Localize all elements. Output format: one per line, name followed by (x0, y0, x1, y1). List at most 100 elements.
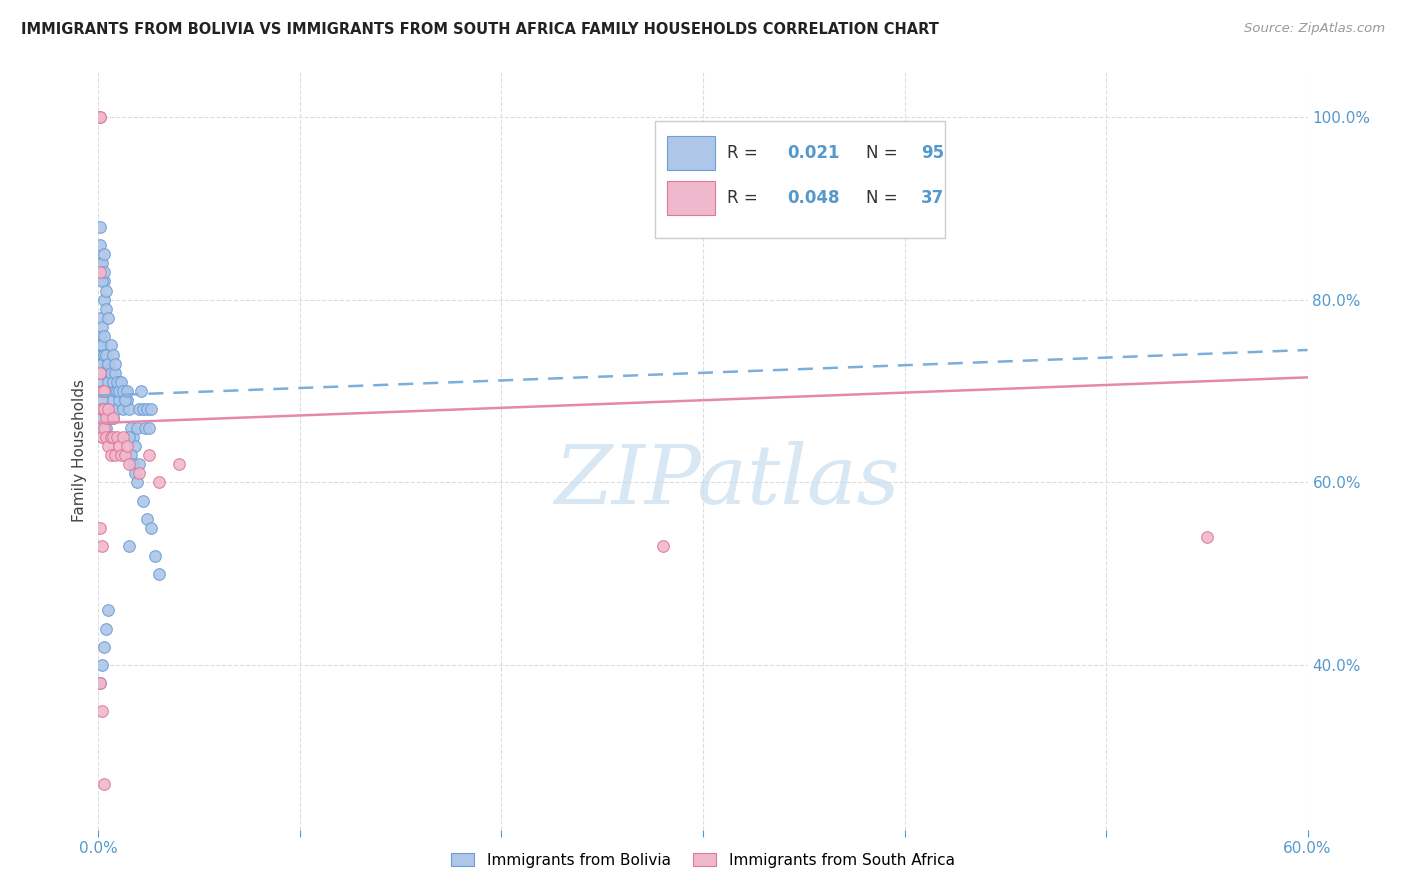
Point (93, 384, 115, 398)
Point (91, 384, 114, 398)
Point (100, 366, 122, 380)
Point (100, 430, 122, 444)
Point (89, 676, 111, 690)
Point (89, 366, 111, 380)
Point (93, 329, 115, 343)
Text: 37: 37 (921, 189, 943, 207)
Point (89, 366, 111, 380)
Point (118, 402, 141, 417)
Point (101, 393, 124, 408)
Point (91, 540, 114, 554)
Point (93, 402, 115, 417)
Point (93, 420, 115, 434)
Text: N =: N = (866, 144, 903, 161)
Point (138, 448, 160, 462)
Point (91, 256, 114, 270)
Point (93, 275, 115, 289)
Point (105, 384, 128, 398)
Point (93, 384, 115, 398)
Point (129, 384, 152, 398)
FancyBboxPatch shape (655, 120, 945, 238)
Point (93, 640, 115, 654)
Text: 95: 95 (921, 144, 943, 161)
Point (121, 457, 143, 471)
Point (100, 402, 122, 417)
Point (93, 347, 115, 361)
Point (96, 366, 118, 380)
Point (97, 439, 120, 453)
Point (143, 549, 166, 563)
FancyBboxPatch shape (666, 136, 716, 170)
Point (97, 357, 120, 371)
Point (111, 402, 134, 417)
Point (100, 448, 122, 462)
Point (91, 704, 114, 718)
Point (91, 366, 114, 380)
Point (107, 375, 129, 389)
Point (91, 430, 114, 444)
Point (138, 420, 160, 434)
Point (110, 448, 132, 462)
Point (101, 375, 124, 389)
Legend: Immigrants from Bolivia, Immigrants from South Africa: Immigrants from Bolivia, Immigrants from… (444, 845, 962, 875)
Text: R =: R = (727, 144, 763, 161)
Point (651, 540, 673, 554)
Point (91, 338, 114, 352)
Point (91, 357, 114, 371)
Point (97, 430, 120, 444)
Point (128, 457, 150, 471)
Point (89, 265, 111, 279)
Text: 0.048: 0.048 (787, 189, 841, 207)
Point (91, 275, 114, 289)
Point (167, 457, 190, 471)
Point (91, 320, 114, 334)
Point (96, 347, 118, 361)
Point (135, 402, 157, 417)
Point (100, 384, 122, 398)
Point (148, 475, 170, 490)
Point (118, 430, 141, 444)
Point (101, 430, 124, 444)
Point (96, 411, 118, 425)
Point (111, 430, 134, 444)
Point (96, 420, 118, 434)
Point (101, 411, 124, 425)
Point (139, 521, 162, 535)
Point (89, 357, 111, 371)
Text: 0.021: 0.021 (787, 144, 841, 161)
Point (103, 357, 125, 371)
Point (124, 467, 146, 481)
Point (93, 247, 115, 261)
Point (97, 411, 120, 425)
Point (107, 393, 129, 408)
Point (121, 430, 143, 444)
Point (91, 430, 114, 444)
Point (139, 402, 162, 417)
Point (89, 384, 111, 398)
Point (91, 411, 114, 425)
Point (110, 375, 132, 389)
Point (89, 110, 111, 124)
Point (115, 393, 138, 408)
Point (124, 439, 146, 453)
Point (125, 420, 148, 434)
Point (93, 777, 115, 791)
Point (101, 347, 124, 361)
Point (89, 347, 111, 361)
Point (96, 430, 118, 444)
Text: ZIPatlas: ZIPatlas (554, 441, 900, 521)
Point (107, 384, 129, 398)
Point (89, 110, 111, 124)
Point (103, 384, 125, 398)
Point (89, 338, 111, 352)
Point (107, 439, 129, 453)
Point (91, 375, 114, 389)
Point (89, 311, 111, 326)
Point (93, 265, 115, 279)
Point (132, 493, 155, 508)
Point (125, 475, 148, 490)
Point (105, 430, 128, 444)
Point (118, 540, 141, 554)
FancyBboxPatch shape (666, 181, 716, 216)
Point (97, 402, 120, 417)
